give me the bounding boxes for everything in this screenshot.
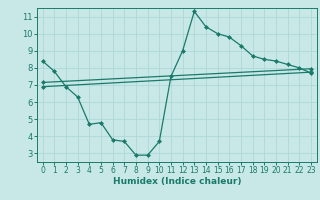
X-axis label: Humidex (Indice chaleur): Humidex (Indice chaleur) [113,177,241,186]
